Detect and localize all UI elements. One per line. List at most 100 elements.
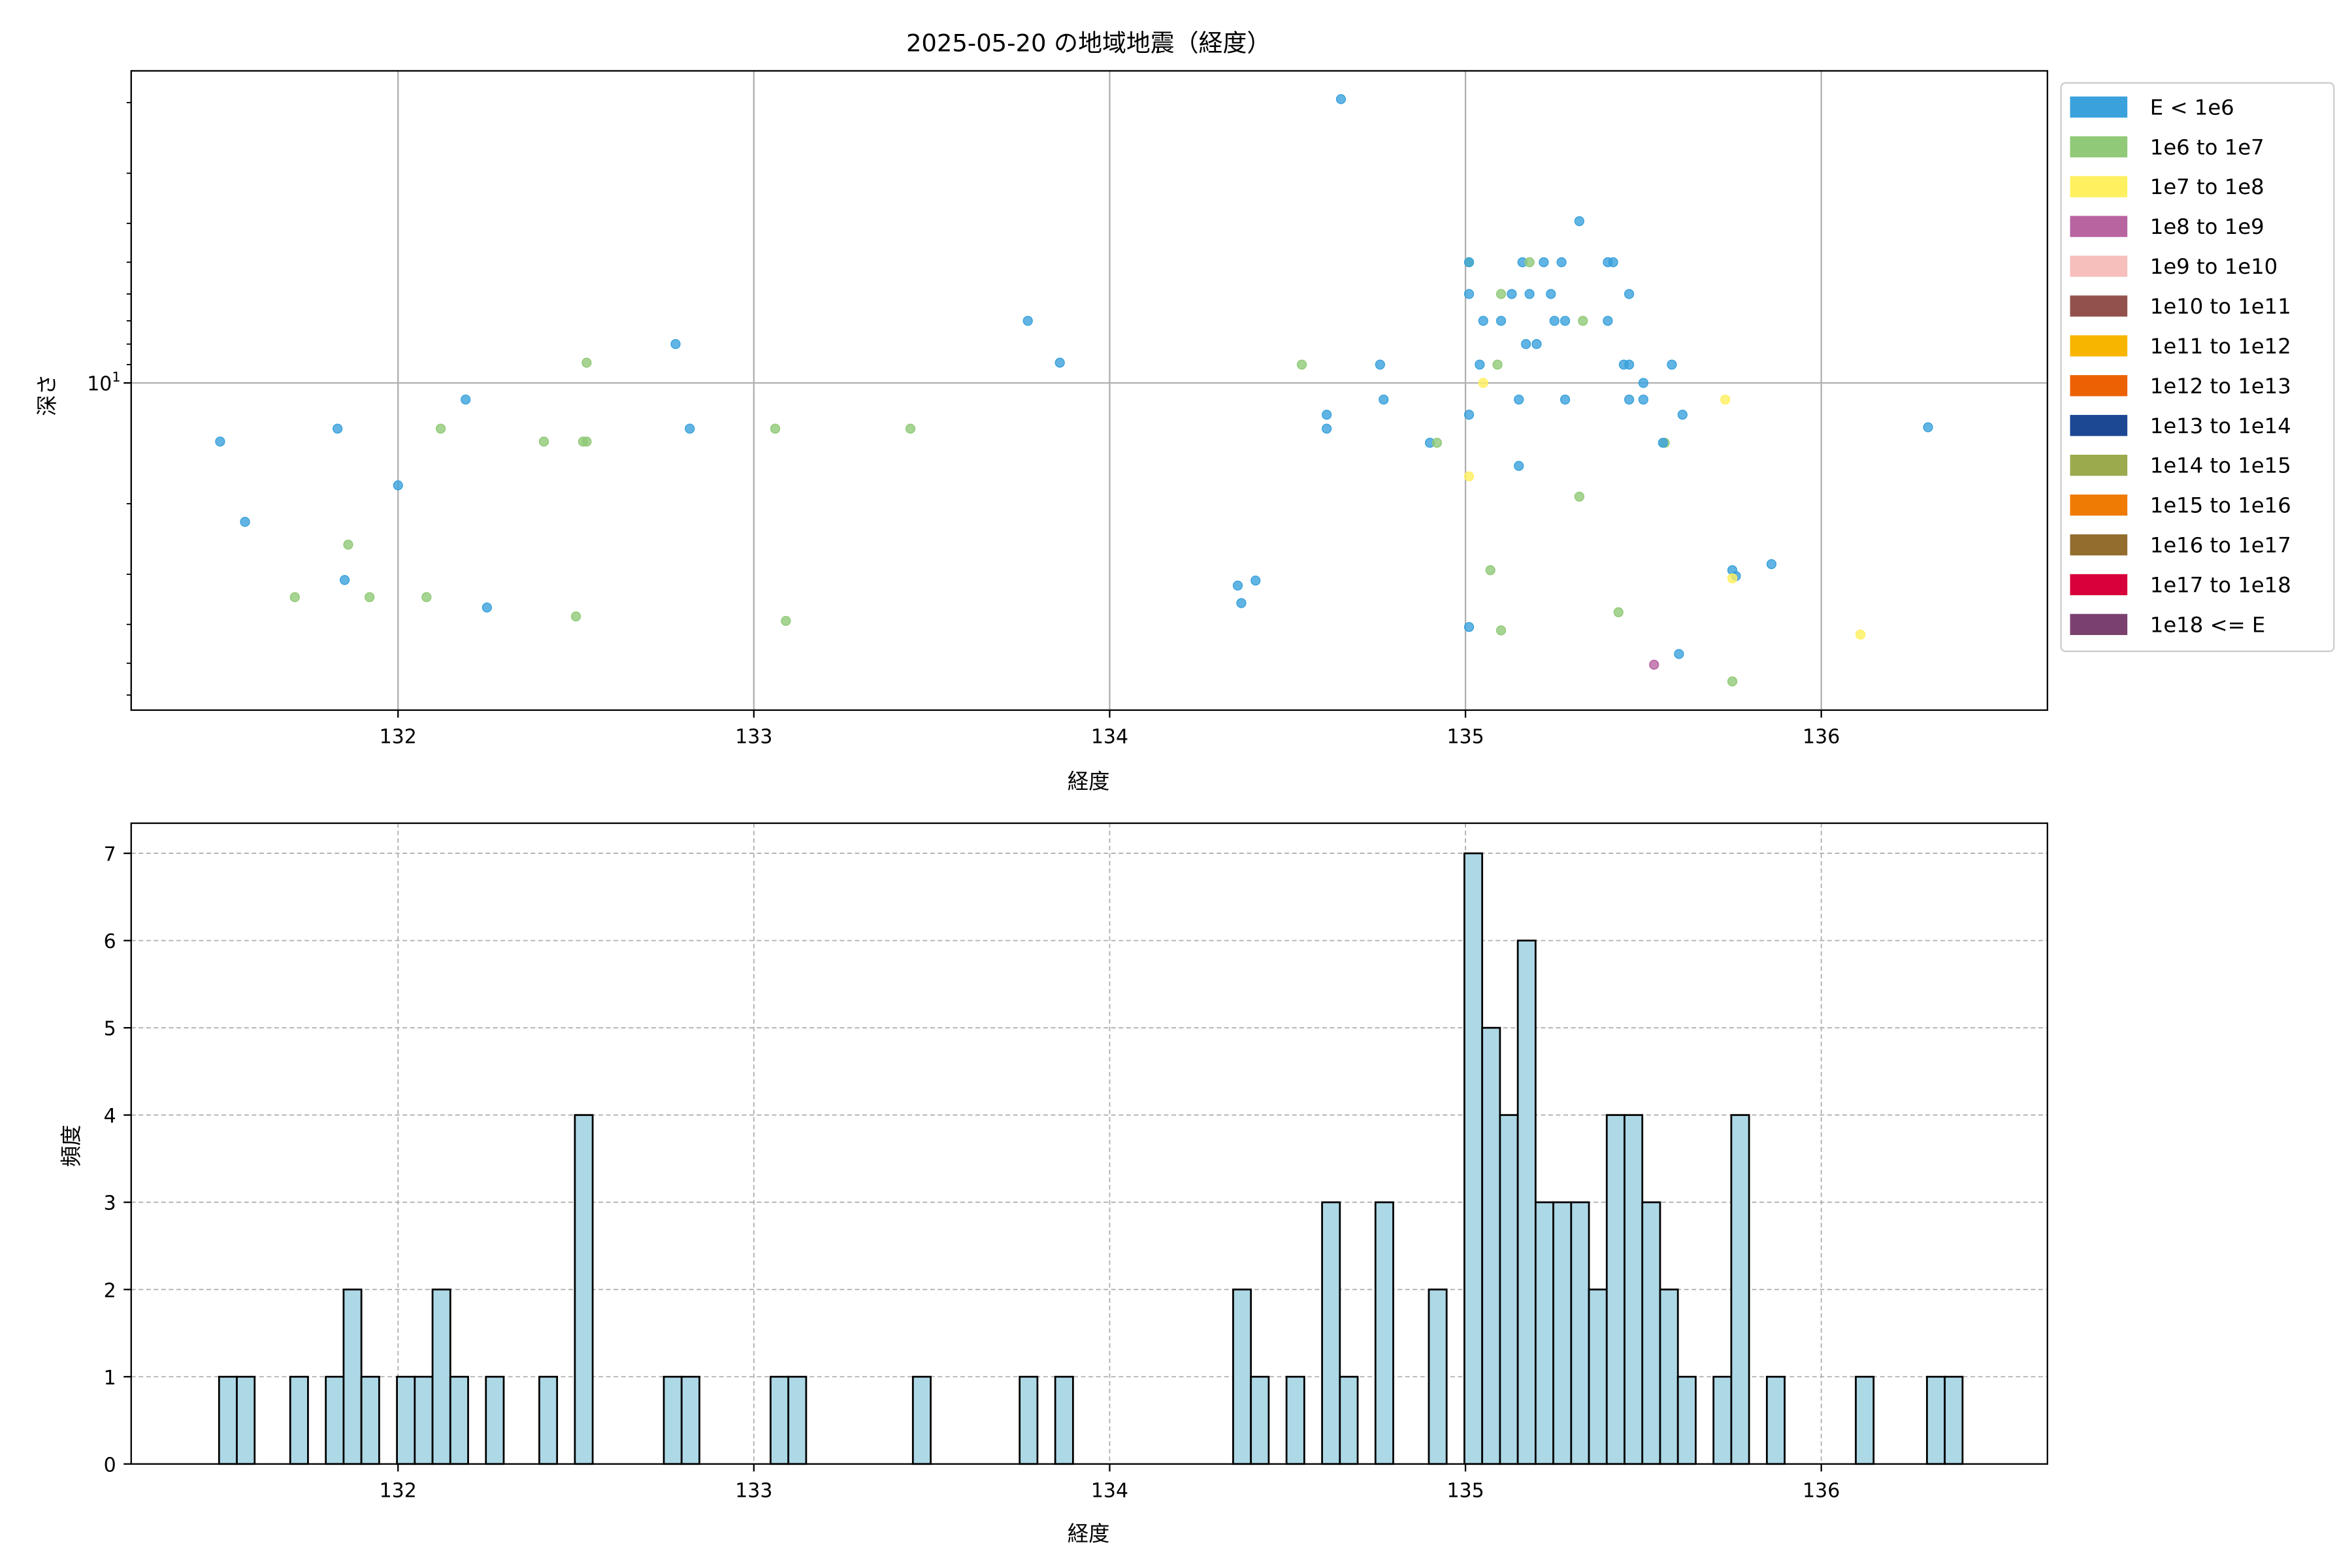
legend-label: 1e17 to 1e18: [2150, 572, 2291, 597]
legend-label: 1e14 to 1e15: [2150, 453, 2291, 478]
histogram-bar: [1499, 1114, 1519, 1465]
scatter-point: [1608, 257, 1618, 267]
legend-swatch: [2070, 534, 2128, 556]
scatter-point: [393, 480, 403, 491]
scatter-point: [1485, 565, 1495, 576]
histogram-bar: [1339, 1375, 1359, 1465]
histogram-bar: [1676, 1375, 1697, 1465]
histogram-y-tick-label: 3: [104, 1192, 116, 1215]
scatter-point: [1463, 257, 1475, 267]
scatter-point: [240, 517, 250, 527]
scatter-point: [1495, 289, 1507, 299]
scatter-point: [1638, 394, 1648, 405]
legend-swatch: [2070, 216, 2128, 237]
scatter-point: [1463, 410, 1475, 420]
histogram-x-tick-label: 133: [735, 1480, 772, 1503]
scatter-point: [1431, 438, 1443, 448]
scatter-point: [1524, 289, 1535, 299]
scatter-point: [1649, 659, 1659, 670]
histogram-bar: [414, 1375, 434, 1465]
scatter-point: [1560, 316, 1571, 326]
histogram-y-tick-label: 4: [104, 1105, 116, 1128]
scatter-grid: [131, 71, 2048, 710]
legend-label: 1e8 to 1e9: [2150, 214, 2264, 239]
scatter-point: [685, 423, 695, 434]
legend-label: 1e18 <= E: [2150, 612, 2266, 637]
histogram-bar: [1855, 1375, 1875, 1465]
scatter-y-axis-label: 深さ: [35, 374, 59, 416]
histogram-x-axis-label: 経度: [1068, 1521, 1110, 1546]
scatter-point: [1322, 423, 1332, 434]
scatter-point: [1296, 359, 1307, 370]
scatter-point: [435, 423, 446, 434]
scatter-x-tick-label: 135: [1446, 726, 1484, 749]
legend-swatch: [2070, 494, 2128, 516]
histogram-bar: [680, 1375, 700, 1465]
scatter-point: [1524, 257, 1535, 267]
histogram-y-tick-label: 2: [104, 1279, 116, 1302]
histogram-ticks: 132 133 134 135 136 0 1 2 3 4 5 6 7: [104, 843, 1840, 1503]
scatter-point: [581, 436, 592, 447]
histogram-axes-frame: [130, 822, 2048, 1465]
legend: E < 1e6 1e6 to 1e7 1e7 to 1e8 1e8 to 1e9 1e9…: [2060, 82, 2335, 653]
scatter-point: [1054, 357, 1065, 368]
scatter-point: [1022, 316, 1033, 326]
scatter-point: [1603, 316, 1613, 326]
legend-label: 1e13 to 1e14: [2150, 414, 2291, 438]
histogram-y-axis-label: 頻度: [59, 1125, 84, 1168]
scatter-x-axis-label: 経度: [1068, 769, 1110, 794]
histogram-bar: [911, 1375, 932, 1465]
histogram-bar: [396, 1375, 416, 1465]
scatter-point: [1549, 316, 1560, 326]
scatter-point: [1578, 316, 1588, 326]
scatter-point: [289, 592, 300, 602]
scatter-point: [1335, 94, 1347, 105]
legend-label: 1e9 to 1e10: [2150, 254, 2278, 279]
legend-swatch: [2070, 415, 2128, 436]
scatter-point: [1478, 316, 1488, 326]
scatter-x-tick-label: 134: [1091, 726, 1128, 749]
scatter-point: [538, 436, 549, 447]
legend-label: 1e15 to 1e16: [2150, 493, 2291, 518]
scatter-point: [1521, 339, 1531, 350]
histogram-bar: [289, 1375, 309, 1465]
scatter-point: [1375, 359, 1385, 370]
scatter-point: [1556, 257, 1567, 267]
scatter-x-tick-label: 132: [380, 726, 417, 749]
histogram-bar: [431, 1288, 451, 1465]
scatter-point: [1624, 359, 1635, 370]
legend-swatch: [2070, 255, 2128, 277]
legend-label: 1e12 to 1e13: [2150, 374, 2291, 399]
histogram-x-tick-label: 134: [1091, 1480, 1128, 1503]
histogram-bar: [1605, 1114, 1625, 1465]
histogram-bar: [1232, 1288, 1252, 1465]
scatter-point: [1495, 625, 1507, 636]
histogram-bar: [1321, 1201, 1341, 1465]
histogram-bar: [360, 1375, 380, 1465]
legend-swatch: [2070, 613, 2128, 635]
legend-label: 1e7 to 1e8: [2150, 174, 2264, 199]
scatter-point: [1624, 289, 1635, 299]
legend-label: 1e6 to 1e7: [2150, 135, 2264, 159]
histogram-bar: [662, 1375, 683, 1465]
histogram-x-tick-label: 135: [1446, 1480, 1484, 1503]
scatter-point: [1463, 289, 1475, 299]
histogram-y-tick-label: 0: [104, 1454, 116, 1477]
scatter-point: [770, 423, 781, 434]
scatter-plot: 132 133 134 135 136 経度 深さ 101: [35, 70, 2048, 794]
scatter-point: [1322, 410, 1332, 420]
scatter-point: [1539, 257, 1549, 267]
scatter-point: [670, 339, 681, 350]
scatter-point: [333, 423, 343, 434]
histogram-bar: [538, 1375, 559, 1465]
scatter-point: [1492, 359, 1503, 370]
scatter-point: [343, 539, 353, 550]
legend-swatch: [2070, 574, 2128, 596]
histogram-bar: [1285, 1375, 1305, 1465]
scatter-point: [581, 357, 592, 368]
scatter-point: [1667, 359, 1677, 370]
histogram-bar: [1054, 1375, 1074, 1465]
scatter-point: [1560, 394, 1571, 405]
scatter-ticks: 132 133 134 135 136: [123, 102, 1840, 749]
